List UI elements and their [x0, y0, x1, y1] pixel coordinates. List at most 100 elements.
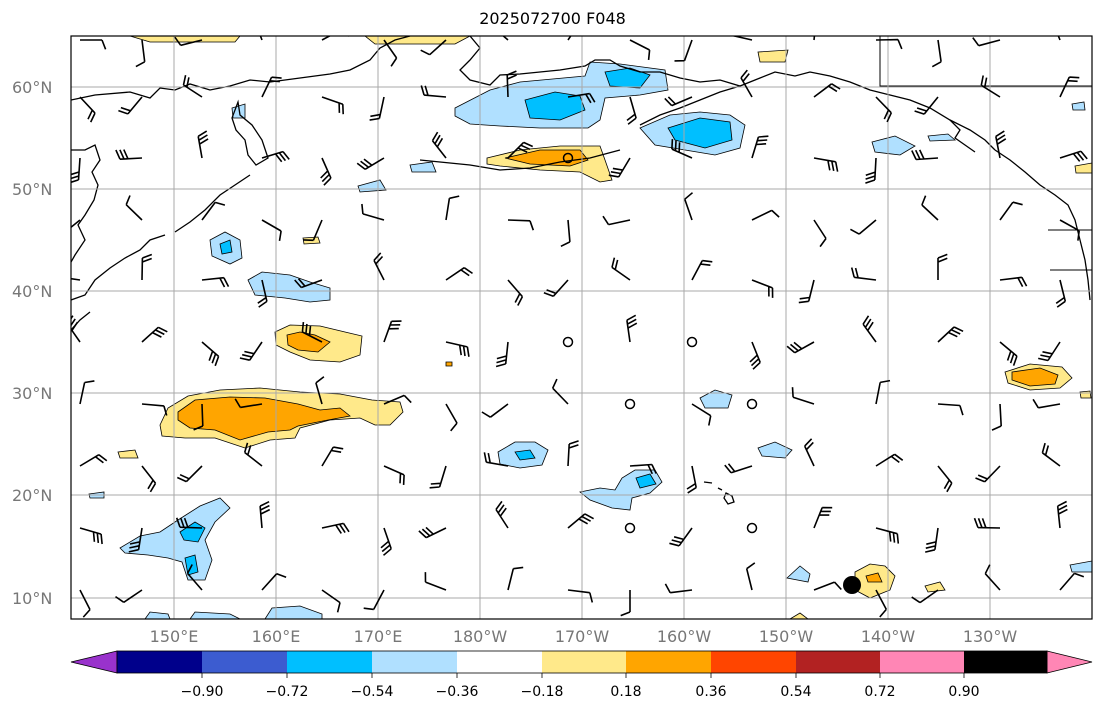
wind-barb	[875, 379, 891, 405]
wind-barb	[791, 387, 815, 405]
wind-barb	[71, 315, 81, 343]
shaded-region	[757, 49, 789, 63]
lon-label: 180°W	[453, 627, 508, 646]
wind-barb	[560, 219, 571, 248]
colorbar-segment	[287, 651, 372, 673]
wind-barb	[850, 267, 877, 281]
latitude-labels: 60°N 50°N 40°N 30°N 20°N 10°N	[12, 78, 52, 608]
wind-barb	[320, 157, 332, 186]
wind-barb	[369, 96, 385, 121]
colorbar-tick-label: −0.54	[351, 684, 394, 700]
colorbar-segment	[711, 651, 796, 673]
wind-barb	[686, 465, 697, 494]
wind-barb	[259, 500, 271, 529]
wind-barb	[380, 527, 392, 556]
wind-barb	[745, 562, 756, 591]
wind-barb	[914, 96, 939, 115]
wind-barb	[363, 589, 385, 611]
shaded-region	[1074, 162, 1092, 174]
colorbar-tick-label: 0.36	[695, 684, 726, 700]
lon-label: 170°E	[354, 627, 403, 646]
wind-barb	[991, 403, 1002, 431]
wind-barb	[671, 139, 693, 159]
border	[879, 36, 1092, 87]
wind-barb	[875, 96, 893, 123]
wind-barb	[813, 506, 833, 529]
wind-barb	[507, 566, 524, 591]
gridlines	[71, 36, 1092, 619]
colorbar-segment	[202, 651, 287, 673]
wind-barb	[626, 314, 638, 343]
lat-label: 40°N	[12, 282, 52, 301]
coastline	[231, 99, 269, 166]
wind-barb	[999, 341, 1018, 366]
wind-barb	[629, 463, 657, 475]
wind-barb	[176, 465, 203, 483]
coastline	[949, 119, 976, 153]
wind-barb	[751, 209, 780, 221]
wind-barb	[749, 341, 761, 370]
shaded-field	[88, 36, 1092, 619]
map-frame	[70, 35, 1093, 620]
wind-barb	[999, 276, 1028, 287]
calm-wind-circle	[562, 336, 574, 348]
wind-barb	[803, 438, 815, 467]
calm-wind-circle	[746, 522, 758, 534]
wind-barb	[813, 157, 839, 172]
wind-barb	[937, 253, 948, 280]
shaded-region	[604, 67, 651, 89]
wind-barb	[798, 279, 815, 304]
wind-barb	[79, 454, 108, 467]
shaded-region	[445, 361, 453, 367]
lon-label: 170°W	[555, 627, 610, 646]
wind-barb	[445, 403, 458, 432]
wind-barb	[71, 219, 81, 229]
wind-barb	[118, 96, 143, 115]
shaded-region	[247, 271, 331, 303]
colorbar: −0.90 −0.72 −0.54 −0.36 −0.18 0.18 0.36 …	[70, 650, 1093, 700]
shaded-region	[871, 135, 916, 156]
wind-barb	[730, 36, 753, 41]
shaded-region	[757, 441, 793, 459]
storm-position-marker	[843, 576, 861, 594]
wind-barb	[567, 92, 596, 104]
wind-barb	[315, 376, 325, 405]
shaded-region	[364, 36, 471, 45]
wind-barb	[813, 83, 841, 98]
wind-barb	[383, 39, 398, 67]
wind-barb	[751, 135, 769, 159]
colorbar-segment	[542, 651, 626, 673]
shaded-region	[117, 449, 139, 459]
shaded-region	[189, 611, 241, 619]
wind-barb	[80, 39, 107, 50]
wind-barb	[921, 195, 939, 221]
wind-barb	[813, 219, 827, 248]
wind-barb	[740, 69, 753, 98]
wind-barb	[420, 85, 447, 98]
wind-barb	[261, 572, 287, 591]
wind-barb	[937, 403, 964, 416]
wind-barb	[620, 590, 631, 617]
shaded-region	[119, 497, 231, 581]
wind-barb	[850, 219, 877, 235]
wind-barb	[691, 259, 713, 281]
colorbar-tick-label: 0.72	[864, 684, 895, 700]
wind-barb	[321, 589, 341, 613]
wind-barb	[911, 589, 939, 604]
wind-barb	[141, 253, 153, 281]
coastline	[71, 36, 411, 101]
wind-barb	[445, 195, 460, 221]
calm-wind-circle	[624, 398, 636, 410]
wind-barb	[608, 157, 631, 178]
shaded-region	[219, 239, 233, 255]
wind-barb	[1056, 500, 1068, 529]
wind-barb	[626, 96, 637, 125]
coastline	[419, 149, 621, 171]
coastline	[459, 36, 996, 151]
lon-label: 160°W	[657, 627, 712, 646]
colorbar-tick-label: 0.18	[610, 684, 641, 700]
wind-barb	[429, 465, 447, 489]
wind-barb	[424, 572, 447, 591]
wind-barb	[135, 39, 146, 68]
